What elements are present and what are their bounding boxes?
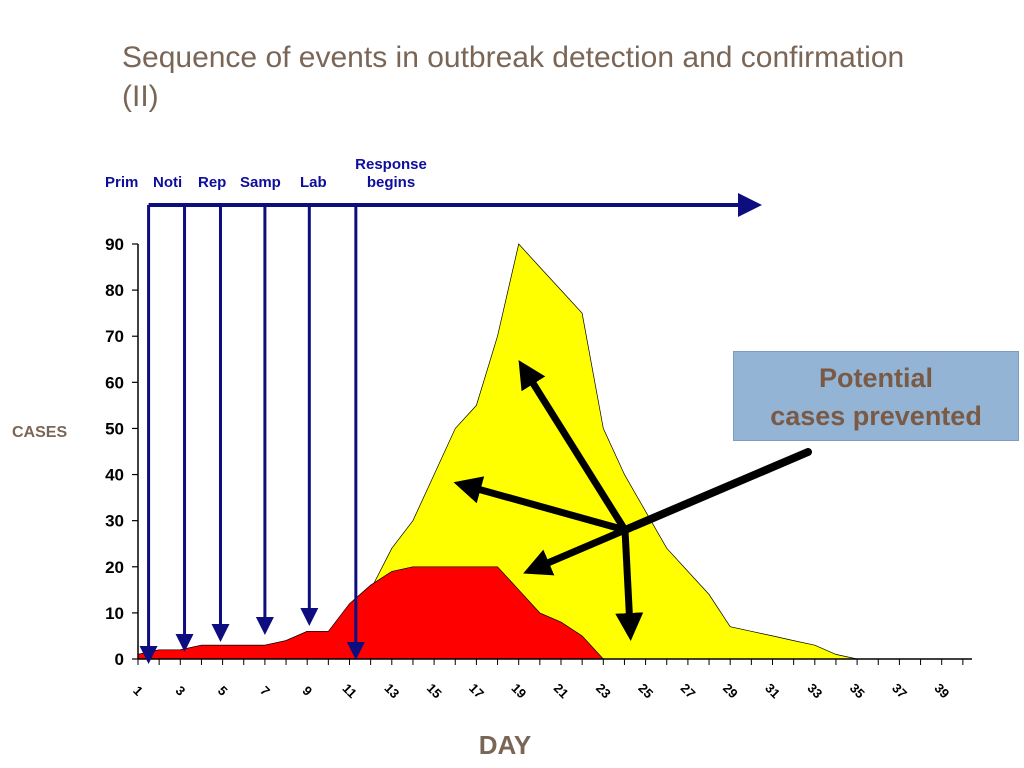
- stage-arrows-group: Prim Noti Rep Samp Lab Response begins: [105, 156, 762, 664]
- x-tick-label: 9: [300, 683, 316, 699]
- x-tick-label: 11: [340, 681, 360, 701]
- x-axis-label: DAY: [479, 730, 532, 760]
- stage-label: Response begins: [355, 156, 427, 191]
- y-tick-label: 0: [115, 650, 124, 669]
- stage-label: Rep: [198, 174, 226, 191]
- x-tick-label: 37: [889, 680, 910, 701]
- y-ticks-group: 0 10 20 30 40 50 60 70 80 90: [105, 235, 138, 669]
- x-tick-label: 27: [678, 680, 699, 701]
- x-ticks-group: 1 3 5 7 9 11 13 15 17 19 21 23 25 27 29 31 33 35 37 39: [130, 659, 964, 701]
- pointer-arrow-1: [518, 360, 628, 532]
- callout-line-2: cases prevented: [770, 401, 982, 431]
- x-tick-label: 23: [593, 680, 614, 701]
- x-tick-label: 21: [551, 680, 572, 701]
- y-tick-label: 90: [105, 235, 124, 254]
- x-tick-label: 15: [424, 680, 445, 701]
- y-tick-label: 20: [105, 558, 124, 577]
- area-series-group: [137, 243, 963, 660]
- stage-label: Samp: [240, 174, 281, 191]
- y-tick-label: 10: [105, 604, 124, 623]
- x-tick-label: 25: [635, 680, 656, 701]
- y-axis-label: CASES: [12, 424, 67, 441]
- x-tick-label: 1: [130, 683, 146, 699]
- y-tick-label: 40: [105, 466, 124, 485]
- x-tick-label: 7: [257, 683, 273, 699]
- axes-group: [137, 244, 972, 660]
- y-tick-label: 70: [105, 327, 124, 346]
- stage-label: Noti: [153, 174, 182, 191]
- y-tick-label: 80: [105, 281, 124, 300]
- x-tick-label: 39: [931, 680, 952, 701]
- x-tick-label: 29: [720, 680, 741, 701]
- x-tick-label: 31: [762, 680, 783, 701]
- x-tick-label: 3: [173, 683, 189, 699]
- pointer-stem: [621, 448, 812, 534]
- pointer-arrow-4: [615, 529, 644, 641]
- slide-title: Sequence of events in outbreak detection…: [122, 41, 905, 113]
- potential-cases-prevented-callout: Potential cases prevented: [733, 351, 1019, 441]
- x-tick-label: 13: [382, 680, 403, 701]
- pointer-arrow-3: [523, 526, 627, 576]
- y-tick-label: 60: [105, 373, 124, 392]
- stage-label: Prim: [105, 174, 138, 191]
- stage-label: Lab: [300, 174, 327, 191]
- x-tick-label: 17: [466, 680, 487, 701]
- prevented-pointer-arrows: [453, 360, 812, 641]
- pointer-arrow-2: [453, 476, 626, 534]
- x-tick-label: 33: [805, 680, 826, 701]
- area-series-1: [137, 243, 963, 660]
- y-tick-label: 30: [105, 512, 124, 531]
- y-tick-label: 50: [105, 419, 124, 438]
- x-tick-label: 19: [508, 680, 529, 701]
- callout-line-1: Potential: [818, 363, 933, 393]
- x-tick-label: 35: [847, 680, 868, 701]
- x-tick-label: 5: [215, 683, 231, 699]
